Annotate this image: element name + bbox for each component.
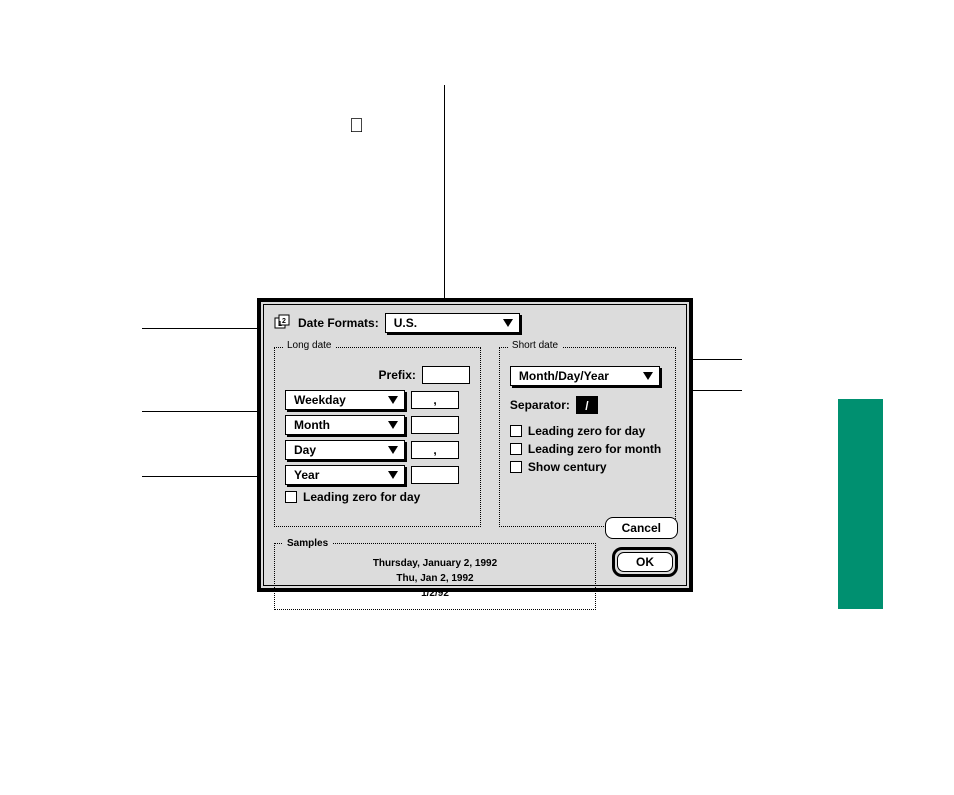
callout-line-left-1 — [142, 328, 264, 329]
long-date-row-2: Day , — [285, 440, 470, 460]
chevron-down-icon — [643, 372, 653, 380]
chevron-down-icon — [388, 446, 398, 454]
ok-button[interactable]: OK — [617, 552, 673, 572]
chevron-down-icon — [388, 396, 398, 404]
separator-row: Separator: / — [510, 396, 665, 414]
date-formats-dialog: 1 2 Date Formats: U.S. Long date Prefix: — [257, 298, 693, 592]
long-date-sep-3[interactable] — [411, 466, 459, 484]
region-popup-value: U.S. — [394, 316, 417, 330]
cancel-button[interactable]: Cancel — [605, 517, 678, 539]
long-date-row-1: Month — [285, 415, 470, 435]
long-date-part-2: Day — [294, 443, 316, 457]
long-date-leading-zero-row[interactable]: Leading zero for day — [285, 490, 470, 504]
dialog-header: 1 2 Date Formats: U.S. — [274, 313, 676, 333]
ok-button-frame: OK — [612, 547, 678, 577]
checkbox-icon — [510, 461, 522, 473]
sample-line-2: 1/2/92 — [285, 586, 585, 601]
checkbox-icon — [510, 425, 522, 437]
long-date-part-3: Year — [294, 468, 319, 482]
long-date-part-popup-2[interactable]: Day — [285, 440, 405, 460]
short-check-1[interactable]: Leading zero for month — [510, 442, 665, 456]
region-popup[interactable]: U.S. — [385, 313, 520, 333]
samples-group: Samples Thursday, January 2, 1992 Thu, J… — [274, 543, 596, 610]
long-date-leading-zero-label: Leading zero for day — [303, 490, 420, 504]
date-formats-icon: 1 2 — [274, 314, 292, 332]
long-date-row-0: Weekday , — [285, 390, 470, 410]
dialog-inner: 1 2 Date Formats: U.S. Long date Prefix: — [263, 304, 687, 586]
short-check-0-label: Leading zero for day — [528, 424, 645, 438]
short-check-2[interactable]: Show century — [510, 460, 665, 474]
dialog-title: Date Formats: — [298, 316, 379, 330]
samples-legend: Samples — [283, 536, 332, 551]
long-date-part-1: Month — [294, 418, 330, 432]
page-thumb-tab — [838, 399, 883, 609]
long-date-row-3: Year — [285, 465, 470, 485]
checkbox-icon — [285, 491, 297, 503]
long-date-part-popup-3[interactable]: Year — [285, 465, 405, 485]
separator-label: Separator: — [510, 398, 570, 412]
long-date-legend: Long date — [283, 340, 336, 351]
prefix-row: Prefix: — [285, 366, 470, 384]
short-date-order-value: Month/Day/Year — [519, 369, 609, 383]
long-date-group: Long date Prefix: Weekday , Month — [274, 347, 481, 527]
sample-line-0: Thursday, January 2, 1992 — [285, 556, 585, 571]
short-date-group: Short date Month/Day/Year Separator: / L… — [499, 347, 676, 527]
short-date-order-popup[interactable]: Month/Day/Year — [510, 366, 660, 386]
long-date-part-popup-1[interactable]: Month — [285, 415, 405, 435]
long-date-sep-1[interactable] — [411, 416, 459, 434]
chevron-down-icon — [388, 421, 398, 429]
prefix-label: Prefix: — [379, 368, 416, 382]
checkbox-icon — [510, 443, 522, 455]
short-check-1-label: Leading zero for month — [528, 442, 661, 456]
long-date-sep-2[interactable]: , — [411, 441, 459, 459]
sample-line-1: Thu, Jan 2, 1992 — [285, 571, 585, 586]
short-date-legend: Short date — [508, 340, 562, 351]
separator-input[interactable]: / — [576, 396, 598, 414]
button-group: Cancel OK — [605, 517, 678, 577]
long-date-part-0: Weekday — [294, 393, 346, 407]
short-check-2-label: Show century — [528, 460, 607, 474]
chevron-down-icon — [503, 319, 513, 327]
prefix-input[interactable] — [422, 366, 470, 384]
callout-line-top — [444, 85, 445, 310]
long-date-part-popup-0[interactable]: Weekday — [285, 390, 405, 410]
long-date-sep-0[interactable]: , — [411, 391, 459, 409]
short-check-0[interactable]: Leading zero for day — [510, 424, 665, 438]
chevron-down-icon — [388, 471, 398, 479]
content-row: Long date Prefix: Weekday , Month — [274, 347, 676, 527]
svg-text:2: 2 — [282, 318, 286, 325]
apple-logo-icon:  — [349, 115, 364, 138]
